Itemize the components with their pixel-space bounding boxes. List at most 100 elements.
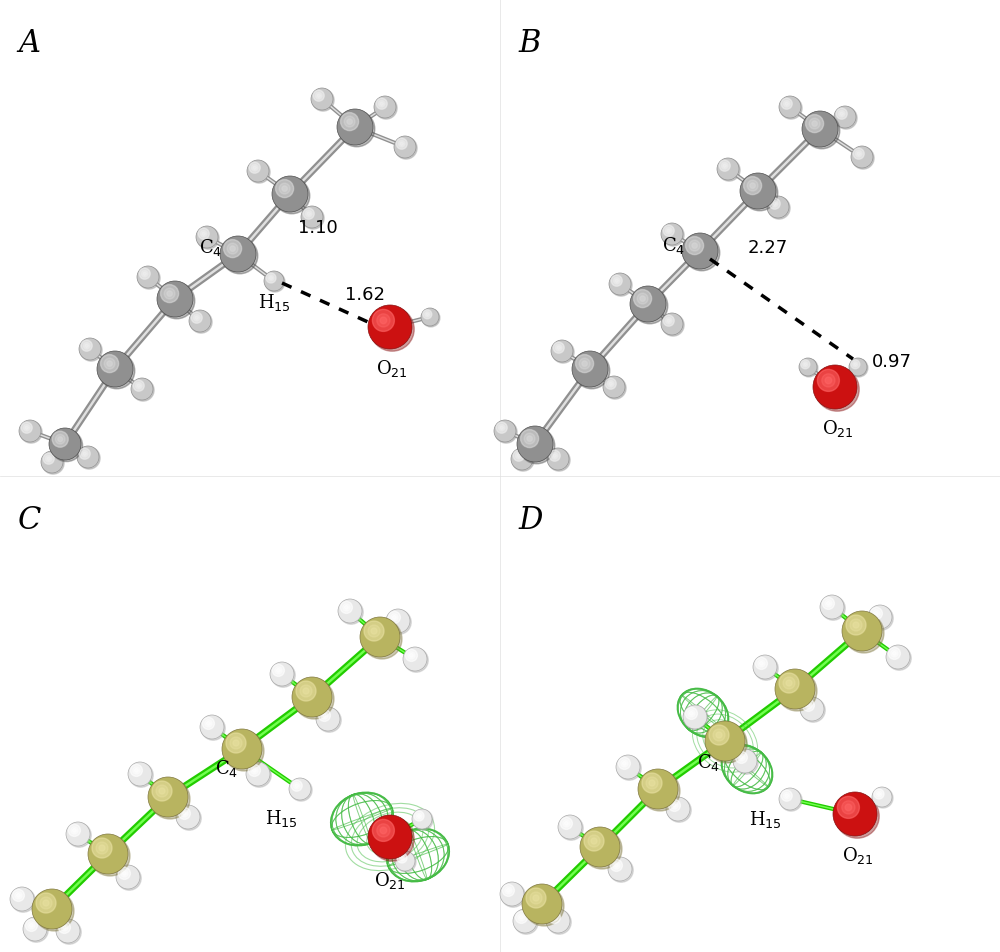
Circle shape bbox=[247, 764, 271, 787]
Circle shape bbox=[551, 341, 573, 363]
Circle shape bbox=[686, 237, 704, 255]
Circle shape bbox=[270, 277, 272, 280]
Circle shape bbox=[395, 138, 417, 160]
Circle shape bbox=[613, 862, 620, 869]
Circle shape bbox=[368, 815, 412, 859]
Circle shape bbox=[224, 731, 264, 771]
Circle shape bbox=[58, 922, 70, 933]
Circle shape bbox=[52, 432, 68, 447]
Circle shape bbox=[364, 622, 384, 642]
Circle shape bbox=[640, 771, 680, 811]
Circle shape bbox=[181, 810, 188, 817]
Circle shape bbox=[888, 647, 900, 660]
Circle shape bbox=[338, 600, 362, 624]
Circle shape bbox=[337, 109, 373, 146]
Circle shape bbox=[817, 370, 839, 392]
Circle shape bbox=[339, 601, 363, 625]
Circle shape bbox=[610, 275, 632, 297]
Circle shape bbox=[667, 229, 670, 233]
Circle shape bbox=[649, 781, 655, 786]
Circle shape bbox=[78, 447, 100, 469]
Circle shape bbox=[423, 310, 432, 320]
Circle shape bbox=[850, 360, 868, 378]
Circle shape bbox=[609, 859, 633, 883]
Circle shape bbox=[397, 853, 407, 863]
Circle shape bbox=[387, 610, 411, 635]
Circle shape bbox=[611, 276, 622, 287]
Circle shape bbox=[83, 452, 86, 456]
Circle shape bbox=[345, 606, 348, 609]
Circle shape bbox=[777, 671, 817, 711]
Circle shape bbox=[526, 888, 546, 908]
Circle shape bbox=[582, 829, 622, 869]
Circle shape bbox=[249, 163, 260, 174]
Circle shape bbox=[85, 345, 88, 348]
Circle shape bbox=[801, 361, 810, 369]
Circle shape bbox=[400, 143, 403, 147]
Circle shape bbox=[422, 309, 440, 327]
Circle shape bbox=[807, 704, 810, 707]
Circle shape bbox=[220, 237, 256, 272]
Circle shape bbox=[773, 203, 776, 207]
Circle shape bbox=[663, 316, 674, 327]
Circle shape bbox=[781, 790, 792, 802]
Circle shape bbox=[183, 812, 186, 815]
Circle shape bbox=[340, 602, 352, 614]
Circle shape bbox=[609, 383, 612, 386]
Circle shape bbox=[835, 794, 879, 839]
Circle shape bbox=[25, 920, 37, 931]
Circle shape bbox=[294, 680, 334, 720]
Circle shape bbox=[821, 597, 845, 621]
Circle shape bbox=[99, 845, 105, 851]
Circle shape bbox=[767, 197, 789, 219]
Text: C$_4$: C$_4$ bbox=[662, 234, 685, 255]
Circle shape bbox=[783, 793, 790, 799]
Circle shape bbox=[79, 448, 90, 460]
Circle shape bbox=[321, 712, 328, 720]
Text: C$_4$: C$_4$ bbox=[697, 751, 720, 772]
Circle shape bbox=[615, 280, 618, 283]
Circle shape bbox=[12, 889, 24, 902]
Circle shape bbox=[804, 113, 840, 149]
Circle shape bbox=[802, 700, 814, 712]
Circle shape bbox=[496, 423, 507, 434]
Circle shape bbox=[135, 769, 138, 772]
Circle shape bbox=[99, 353, 135, 389]
Circle shape bbox=[318, 709, 330, 722]
Circle shape bbox=[515, 911, 527, 923]
Circle shape bbox=[521, 430, 539, 448]
Circle shape bbox=[886, 645, 910, 669]
Circle shape bbox=[662, 315, 684, 337]
Circle shape bbox=[63, 925, 66, 929]
Circle shape bbox=[377, 314, 390, 327]
Circle shape bbox=[30, 923, 33, 927]
Circle shape bbox=[513, 450, 524, 462]
Circle shape bbox=[380, 827, 387, 834]
Circle shape bbox=[410, 654, 413, 658]
Circle shape bbox=[43, 454, 54, 465]
Circle shape bbox=[81, 451, 88, 458]
Text: C$_4$: C$_4$ bbox=[199, 237, 222, 258]
Circle shape bbox=[522, 884, 562, 924]
Circle shape bbox=[783, 677, 795, 689]
Text: D: D bbox=[518, 505, 542, 535]
Circle shape bbox=[835, 108, 857, 130]
Text: 1.62: 1.62 bbox=[345, 286, 385, 304]
Circle shape bbox=[646, 777, 658, 789]
Circle shape bbox=[692, 244, 697, 249]
Circle shape bbox=[685, 707, 697, 720]
Circle shape bbox=[553, 343, 564, 354]
Circle shape bbox=[517, 426, 553, 463]
Circle shape bbox=[307, 213, 310, 216]
Circle shape bbox=[812, 122, 817, 128]
Circle shape bbox=[362, 620, 402, 660]
Circle shape bbox=[303, 688, 309, 694]
Circle shape bbox=[574, 353, 610, 389]
Circle shape bbox=[850, 620, 862, 631]
Circle shape bbox=[368, 625, 380, 637]
Circle shape bbox=[513, 909, 537, 933]
Circle shape bbox=[887, 646, 911, 670]
Circle shape bbox=[755, 658, 767, 669]
Circle shape bbox=[202, 233, 205, 236]
Circle shape bbox=[83, 343, 90, 349]
